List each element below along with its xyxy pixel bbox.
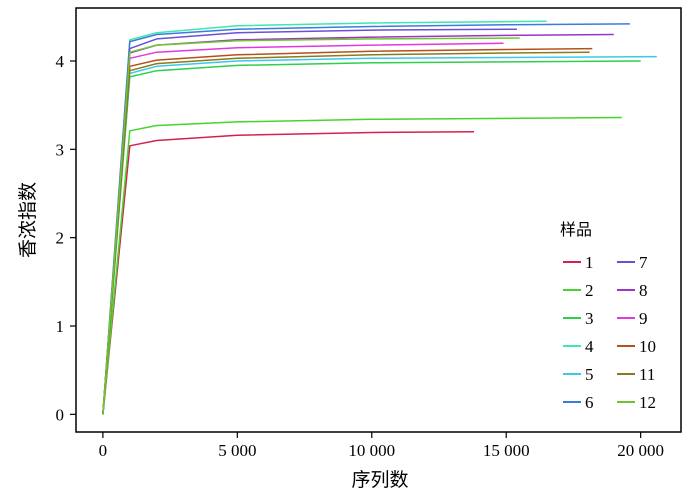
series-line-9 xyxy=(102,42,504,415)
series-line-7 xyxy=(102,28,518,415)
series-line-4 xyxy=(102,20,547,415)
x-axis-label: 序列数 xyxy=(351,469,408,491)
legend-label-2: 2 xyxy=(585,281,594,300)
legend-title: 样品 xyxy=(560,220,592,239)
series-line-8 xyxy=(102,33,614,415)
legend-label-11: 11 xyxy=(639,365,655,384)
series-line-1 xyxy=(102,130,475,415)
y-tick-label: 2 xyxy=(56,229,65,248)
legend-label-12: 12 xyxy=(639,393,656,412)
series-lines xyxy=(102,20,657,415)
x-tick-label: 0 xyxy=(99,441,108,460)
legend-label-6: 6 xyxy=(585,393,594,412)
y-tick-label: 3 xyxy=(56,140,65,159)
y-tick-label: 4 xyxy=(56,52,65,71)
legend-label-4: 4 xyxy=(585,337,594,356)
series-line-10 xyxy=(102,47,593,415)
legend-label-7: 7 xyxy=(639,253,648,272)
legend-label-8: 8 xyxy=(639,281,648,300)
x-tick-label: 5 000 xyxy=(218,441,256,460)
series-line-11 xyxy=(102,51,590,415)
x-axis: 0 5 000 10 000 15 000 20 000 xyxy=(99,432,664,460)
x-tick-label: 10 000 xyxy=(348,441,395,460)
plot-frame xyxy=(75,7,682,433)
legend-label-9: 9 xyxy=(639,309,648,328)
series-line-6 xyxy=(102,23,630,415)
legend-label-5: 5 xyxy=(585,365,594,384)
legend-label-10: 10 xyxy=(639,337,656,356)
x-tick-label: 20 000 xyxy=(617,441,664,460)
y-axis: 0 1 2 3 4 xyxy=(56,52,76,424)
series-line-2 xyxy=(102,116,622,415)
y-tick-label: 1 xyxy=(56,317,65,336)
legend-label-3: 3 xyxy=(585,309,594,328)
series-line-12 xyxy=(102,37,520,415)
y-tick-label: 0 xyxy=(56,405,65,424)
x-tick-label: 15 000 xyxy=(483,441,530,460)
legend-label-1: 1 xyxy=(585,253,594,272)
y-axis-label: 香浓指数 xyxy=(17,182,39,258)
